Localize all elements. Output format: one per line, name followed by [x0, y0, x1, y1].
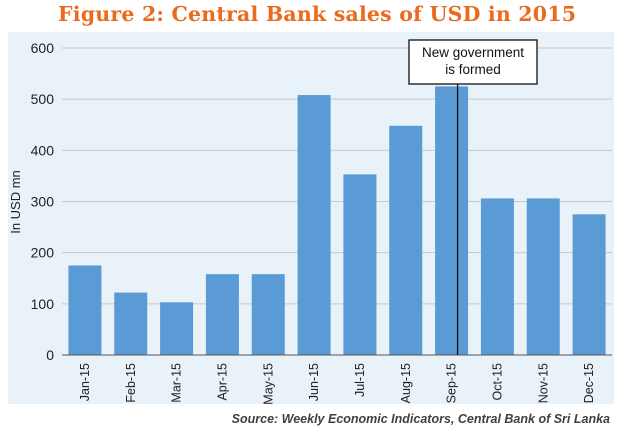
x-tick-label: Sep-15: [445, 363, 459, 403]
x-tick-label: Feb-15: [124, 363, 138, 403]
bar: [114, 292, 148, 355]
bar: [160, 302, 194, 355]
bar: [572, 214, 606, 355]
bar: [297, 95, 331, 355]
y-tick-label: 500: [31, 91, 55, 107]
x-tick-label: Oct-15: [490, 363, 504, 401]
x-tick-label: May-15: [261, 363, 275, 405]
y-tick-label: 200: [31, 245, 55, 261]
y-axis-label: In USD mn: [8, 170, 23, 234]
x-tick-label: Jun-15: [307, 363, 321, 401]
bar: [526, 198, 560, 355]
y-tick-label: 0: [46, 347, 54, 363]
x-tick-label: Aug-15: [399, 363, 413, 403]
y-tick-label: 600: [31, 40, 55, 56]
bar: [435, 86, 469, 355]
bar: [389, 125, 423, 355]
source-note: Source: Weekly Economic Indicators, Cent…: [231, 412, 610, 426]
y-tick-label: 400: [31, 142, 55, 158]
bar: [251, 274, 285, 355]
x-tick-label: Mar-15: [170, 363, 184, 403]
x-tick-label: Jul-15: [353, 363, 367, 397]
chart-title: Figure 2: Central Bank sales of USD in 2…: [58, 2, 577, 26]
x-tick-label: Apr-15: [215, 363, 229, 401]
annotation-text: New government: [422, 45, 524, 60]
y-tick-label: 300: [31, 194, 55, 210]
bar: [480, 198, 514, 355]
x-tick-label: Dec-15: [582, 363, 596, 403]
bar: [68, 265, 102, 355]
x-tick-label: Jan-15: [78, 363, 92, 401]
y-tick-label: 100: [31, 296, 55, 312]
annotation-box: [408, 39, 538, 85]
bar: [205, 274, 239, 355]
bar: [343, 174, 377, 355]
annotation-text: is formed: [445, 62, 501, 77]
x-tick-label: Nov-15: [536, 363, 550, 403]
